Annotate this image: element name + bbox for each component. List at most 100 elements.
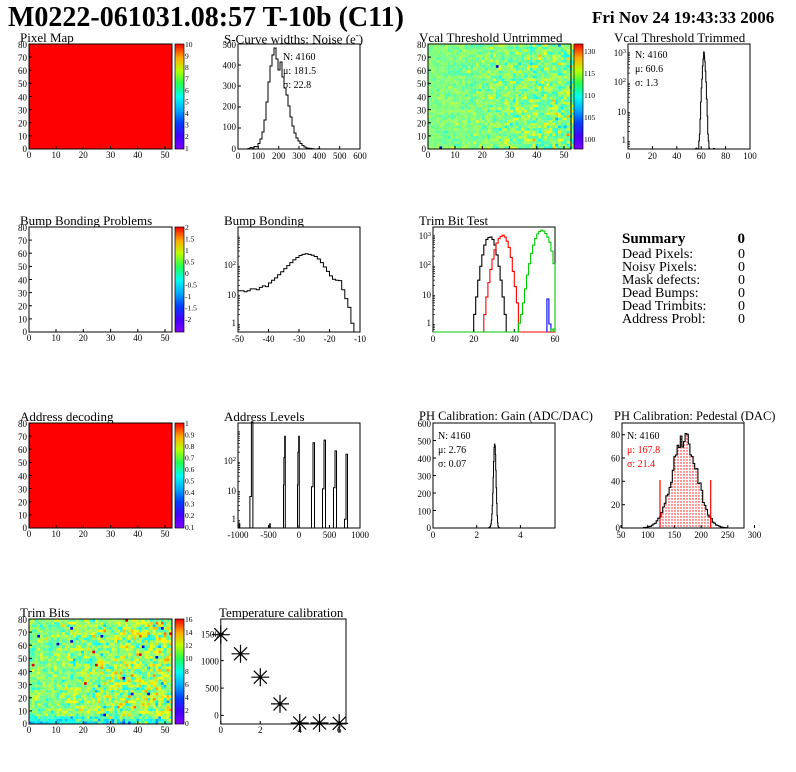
svg-text:30: 30 (505, 150, 514, 160)
svg-text:0: 0 (185, 269, 189, 278)
svg-text:2: 2 (474, 530, 479, 540)
svg-text:110: 110 (584, 91, 595, 100)
svg-text:10: 10 (617, 107, 627, 117)
svg-text:-1: -1 (185, 292, 191, 301)
svg-text:1000: 1000 (351, 530, 370, 540)
svg-text:80: 80 (18, 419, 28, 429)
svg-text:100: 100 (223, 122, 237, 132)
svg-text:40: 40 (672, 151, 682, 161)
svg-text:20: 20 (417, 119, 427, 129)
svg-text:0: 0 (426, 150, 431, 160)
svg-text:60: 60 (18, 641, 28, 651)
svg-text:50: 50 (18, 654, 28, 664)
svg-text:4: 4 (518, 530, 523, 540)
svg-text:-1000: -1000 (228, 530, 249, 540)
svg-text:500: 500 (323, 530, 337, 540)
svg-text:60: 60 (611, 453, 621, 463)
svg-text:8: 8 (185, 667, 189, 676)
svg-text:-500: -500 (260, 530, 277, 540)
svg-text:10: 10 (451, 150, 461, 160)
svg-text:60: 60 (18, 445, 28, 455)
svg-text:0: 0 (236, 151, 241, 161)
svg-text:0: 0 (431, 334, 436, 344)
svg-text:500: 500 (205, 684, 219, 694)
svg-text:1: 1 (185, 246, 189, 255)
svg-text:0.1: 0.1 (185, 523, 195, 532)
svg-text:50: 50 (161, 529, 171, 539)
svg-text:80: 80 (18, 40, 28, 50)
svg-text:103: 103 (614, 48, 626, 58)
svg-text:40: 40 (18, 275, 28, 285)
svg-text:10: 10 (18, 511, 28, 521)
svg-text:20: 20 (79, 529, 89, 539)
svg-text:-1.5: -1.5 (185, 304, 197, 313)
svg-text:50: 50 (161, 150, 171, 160)
svg-text:400: 400 (313, 151, 327, 161)
svg-text:10: 10 (18, 132, 28, 142)
svg-text:80: 80 (18, 223, 28, 233)
svg-text:60: 60 (18, 249, 28, 259)
svg-text:600: 600 (418, 419, 432, 429)
svg-text:0: 0 (626, 151, 631, 161)
svg-text:102: 102 (224, 260, 236, 270)
svg-text:50: 50 (161, 333, 171, 343)
svg-text:400: 400 (223, 61, 237, 71)
svg-text:10: 10 (227, 486, 237, 496)
svg-text:40: 40 (133, 529, 143, 539)
svg-text:20: 20 (648, 151, 658, 161)
svg-text:0.7: 0.7 (185, 454, 195, 463)
svg-text:0: 0 (27, 333, 32, 343)
svg-text:0: 0 (431, 530, 436, 540)
svg-text:70: 70 (417, 53, 427, 63)
svg-text:30: 30 (417, 105, 427, 115)
svg-text:100: 100 (252, 151, 266, 161)
svg-text:20: 20 (79, 725, 89, 735)
svg-text:0.3: 0.3 (185, 500, 195, 509)
svg-text:70: 70 (18, 236, 28, 246)
svg-text:2: 2 (185, 223, 189, 232)
svg-text:40: 40 (18, 471, 28, 481)
svg-text:40: 40 (510, 334, 520, 344)
svg-text:20: 20 (478, 150, 488, 160)
svg-text:10: 10 (185, 40, 193, 49)
svg-text:20: 20 (18, 302, 28, 312)
svg-text:20: 20 (18, 694, 28, 704)
svg-text:80: 80 (721, 151, 731, 161)
svg-text:50: 50 (417, 79, 427, 89)
svg-text:σ: 1.3: σ: 1.3 (635, 78, 658, 89)
svg-text:-20: -20 (324, 334, 336, 344)
svg-text:μ: 181.5: μ: 181.5 (283, 66, 316, 77)
svg-text:60: 60 (417, 66, 427, 76)
svg-text:9: 9 (185, 52, 189, 61)
svg-text:1.5: 1.5 (185, 235, 195, 244)
svg-text:2: 2 (185, 706, 189, 715)
svg-text:50: 50 (617, 530, 627, 540)
svg-text:150: 150 (668, 530, 682, 540)
svg-text:50: 50 (161, 725, 171, 735)
svg-text:200: 200 (418, 489, 432, 499)
svg-text:40: 40 (18, 667, 28, 677)
svg-text:0.4: 0.4 (185, 488, 195, 497)
svg-text:5: 5 (185, 98, 189, 107)
svg-text:30: 30 (18, 105, 28, 115)
svg-text:-2: -2 (185, 315, 191, 324)
svg-text:-30: -30 (293, 334, 305, 344)
svg-text:102: 102 (614, 77, 626, 87)
svg-text:0: 0 (297, 530, 302, 540)
svg-text:0: 0 (219, 725, 224, 735)
svg-text:4: 4 (185, 109, 189, 118)
svg-text:200: 200 (272, 151, 286, 161)
svg-text:2: 2 (185, 132, 189, 141)
svg-text:N: 4160: N: 4160 (635, 50, 668, 61)
svg-text:70: 70 (18, 628, 28, 638)
svg-text:103: 103 (419, 231, 431, 241)
svg-text:100: 100 (418, 507, 432, 517)
svg-text:40: 40 (532, 150, 542, 160)
svg-text:μ: 2.76: μ: 2.76 (438, 445, 466, 456)
svg-text:80: 80 (18, 615, 28, 625)
svg-text:1: 1 (185, 419, 189, 428)
svg-text:100: 100 (743, 151, 757, 161)
svg-text:30: 30 (18, 484, 28, 494)
svg-text:10: 10 (18, 315, 28, 325)
svg-text:10: 10 (417, 132, 427, 142)
